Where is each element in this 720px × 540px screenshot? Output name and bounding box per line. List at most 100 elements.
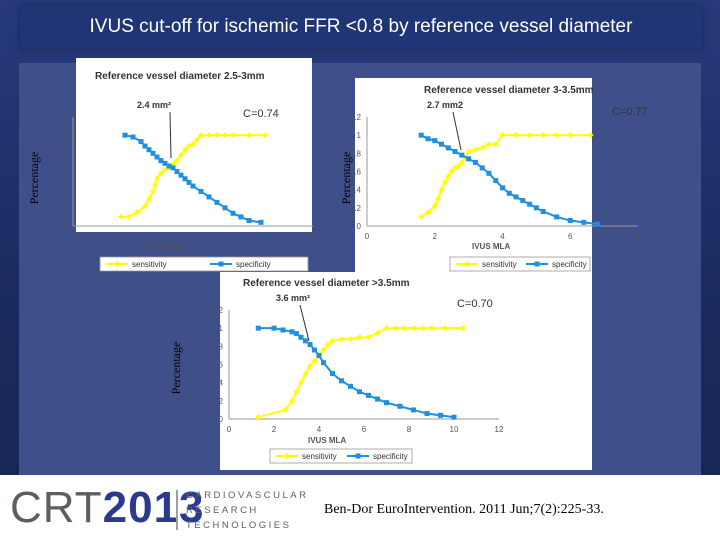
data-point-sensitivity	[152, 182, 158, 189]
data-point-specificity	[554, 214, 560, 220]
c-statistic-c1: C=0.74	[243, 108, 279, 120]
legend-marker-specificity	[218, 261, 224, 267]
data-point-specificity	[486, 170, 492, 176]
data-point-specificity	[258, 219, 264, 225]
x-tick-label: 6	[362, 425, 367, 434]
data-point-specificity	[397, 403, 403, 409]
data-point-specificity	[500, 185, 505, 191]
logo-line-1: CARDIOVASCULAR	[186, 490, 309, 501]
data-point-sensitivity	[338, 336, 345, 343]
y-tick-label: 1.2	[350, 113, 362, 122]
data-point-sensitivity	[424, 209, 431, 216]
data-point-sensitivity	[445, 173, 452, 180]
y-tick-label: 1.2	[212, 306, 224, 315]
y-tick-label: 0.6	[350, 168, 362, 177]
data-point-sensitivity	[418, 213, 425, 220]
data-point-sensitivity	[438, 186, 445, 193]
chart-title-c1: Reference vessel diameter 2.5-3mm	[95, 71, 265, 82]
x-axis-label-c2: IVUS MLA	[472, 242, 510, 251]
data-point-sensitivity	[365, 334, 372, 341]
data-point-specificity	[142, 143, 148, 149]
data-point-specificity	[321, 360, 326, 366]
y-tick-label: 1	[63, 131, 68, 140]
data-point-specificity	[594, 221, 600, 227]
data-point-sensitivity	[329, 337, 336, 344]
data-point-sensitivity	[441, 179, 448, 186]
legend-label-sensitivity: sensitivity	[302, 452, 337, 461]
y-axis-label-c1: Percentage	[27, 152, 41, 205]
data-point-specificity	[303, 338, 308, 344]
legend-box-c3	[269, 448, 413, 464]
data-point-specificity	[280, 327, 286, 333]
data-point-sensitivity	[307, 363, 313, 370]
y-tick-label: 0	[357, 222, 362, 231]
x-tick-label: 4	[317, 425, 322, 434]
data-point-sensitivity	[435, 195, 442, 202]
data-point-sensitivity	[206, 132, 212, 139]
y-tick-label: 1.2	[56, 113, 68, 122]
data-point-sensitivity	[282, 406, 289, 413]
data-point-sensitivity	[182, 146, 188, 153]
data-point-sensitivity	[293, 388, 300, 395]
data-point-sensitivity	[587, 132, 594, 139]
data-point-sensitivity	[325, 341, 331, 348]
data-point-specificity	[445, 145, 451, 151]
data-point-sensitivity	[410, 325, 417, 332]
legend-box-c1	[99, 256, 309, 272]
data-point-specificity	[138, 139, 144, 145]
x-tick-label: 4	[231, 232, 236, 241]
legend-label-sensitivity: sensitivity	[132, 260, 167, 269]
data-point-specificity	[150, 150, 156, 156]
data-point-specificity	[271, 325, 277, 331]
y-tick-label: 0.2	[56, 204, 68, 213]
data-point-sensitivity	[392, 325, 399, 332]
data-point-sensitivity	[118, 213, 124, 220]
legend-box-c2	[449, 256, 591, 272]
cutoff-arrow-c2	[452, 111, 462, 151]
data-point-sensitivity	[302, 370, 309, 377]
data-point-sensitivity	[198, 132, 204, 139]
data-point-sensitivity	[540, 132, 547, 139]
chart-title-c2: Reference vessel diameter 3-3.5mm	[424, 85, 594, 96]
y-tick-label: 0	[219, 415, 224, 424]
y-tick-label: 0.8	[212, 342, 224, 351]
data-point-specificity	[316, 352, 322, 358]
data-point-specificity	[294, 331, 299, 337]
data-point-sensitivity	[230, 132, 236, 139]
data-point-sensitivity	[431, 203, 438, 210]
data-point-specificity	[418, 132, 424, 138]
logo-line-2: RESEARCH	[186, 505, 259, 516]
data-point-sensitivity	[262, 132, 268, 139]
y-axis-label-c2: Percentage	[339, 152, 353, 205]
legend-marker-specificity	[534, 261, 540, 267]
data-point-specificity	[540, 208, 546, 214]
data-point-sensitivity	[492, 141, 499, 148]
data-point-specificity	[357, 389, 362, 395]
cutoff-arrow-c3	[299, 304, 310, 342]
data-point-specificity	[479, 165, 485, 171]
x-tick-label: 8	[407, 425, 412, 434]
data-point-specificity	[178, 172, 184, 178]
data-point-specificity	[198, 188, 204, 194]
data-point-sensitivity	[465, 148, 472, 155]
legend-marker-sensitivity	[284, 453, 290, 459]
data-point-specificity	[170, 165, 176, 171]
data-point-specificity	[158, 158, 164, 164]
data-point-specificity	[513, 194, 519, 200]
data-point-specificity	[174, 169, 180, 174]
data-point-specificity	[182, 176, 188, 182]
x-tick-label: 0	[227, 425, 232, 434]
y-tick-label: 0	[63, 222, 68, 231]
y-axis-label-c3: Percentage	[169, 342, 183, 395]
citation: Ben-Dor EuroIntervention. 2011 Jun;7(2):…	[324, 502, 604, 517]
x-tick-label: 0	[365, 232, 370, 241]
legend-marker-sensitivity	[114, 261, 120, 267]
y-tick-label: 0.4	[350, 186, 362, 195]
data-point-sensitivity	[150, 188, 156, 195]
data-point-sensitivity	[190, 141, 196, 148]
x-tick-label: 8	[636, 232, 641, 241]
data-point-sensitivity	[553, 132, 560, 139]
data-point-sensitivity	[154, 175, 160, 182]
y-tick-label: 0.2	[350, 204, 362, 213]
data-point-specificity	[130, 134, 136, 140]
